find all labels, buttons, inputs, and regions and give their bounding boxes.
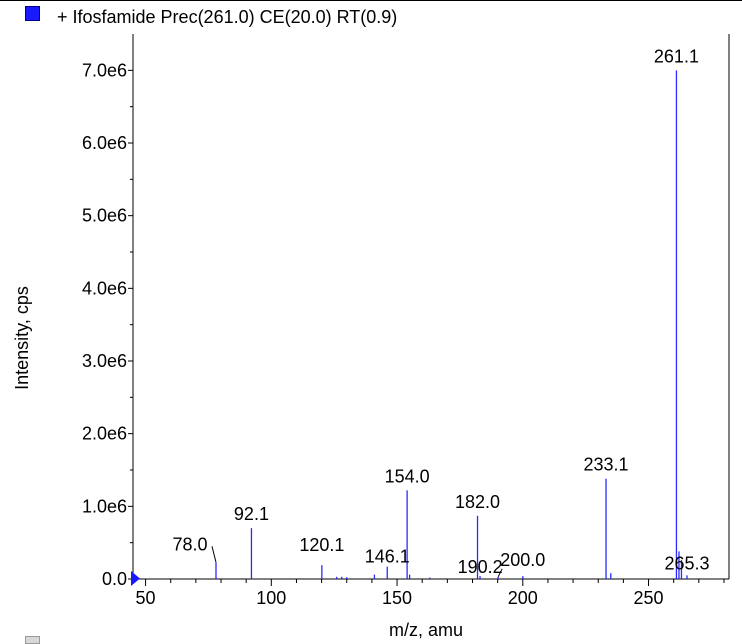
peak-label: 146.1 [365, 547, 410, 567]
legend-swatch[interactable] [25, 6, 40, 21]
x-axis: 50 100 150 200 250 [136, 579, 725, 608]
peak-label: 154.0 [385, 466, 430, 486]
y-axis-title: Intensity, cps [12, 286, 32, 390]
peak-label: 200.0 [500, 550, 545, 570]
top-border-line [0, 0, 742, 1]
peak-label: 182.0 [455, 492, 500, 512]
plot-frame [132, 34, 730, 580]
peak-label: 92.1 [234, 504, 269, 524]
legend-label: + Ifosfamide Prec(261.0) CE(20.0) RT(0.9… [57, 7, 398, 27]
x-tick-label: 50 [136, 588, 156, 608]
peak-label: 120.1 [299, 535, 344, 555]
y-tick-label: 6.0e6 [82, 133, 127, 153]
x-axis-title: m/z, amu [389, 620, 463, 640]
y-tick-label: 5.0e6 [82, 206, 127, 226]
y-tick-label: 3.0e6 [82, 351, 127, 371]
peak-label: 78.0 [172, 534, 207, 554]
y-tick-label: 4.0e6 [82, 278, 127, 298]
peak-label-leader [211, 546, 217, 563]
x-tick-label: 100 [256, 588, 286, 608]
y-tick-label: 0.0 [102, 569, 127, 589]
peak-label: 261.1 [654, 46, 699, 66]
baseline-marker-icon[interactable] [131, 571, 140, 586]
peak-label: 265.3 [664, 553, 709, 573]
y-tick-label: 7.0e6 [82, 60, 127, 80]
y-tick-label: 1.0e6 [82, 496, 127, 516]
x-tick-label: 150 [382, 588, 412, 608]
x-tick-label: 250 [634, 588, 664, 608]
x-tick-label: 200 [508, 588, 538, 608]
y-axis: 0.0 1.0e6 2.0e6 3.0e6 4.0e6 5.0e6 6.0e6 7.0e6 [82, 60, 133, 589]
peak-label: 233.1 [584, 455, 629, 475]
y-tick-label: 2.0e6 [82, 424, 127, 444]
peak-label-leader [497, 568, 503, 578]
peak-bars [215, 70, 688, 579]
peak-label: 190.2 [458, 557, 503, 577]
